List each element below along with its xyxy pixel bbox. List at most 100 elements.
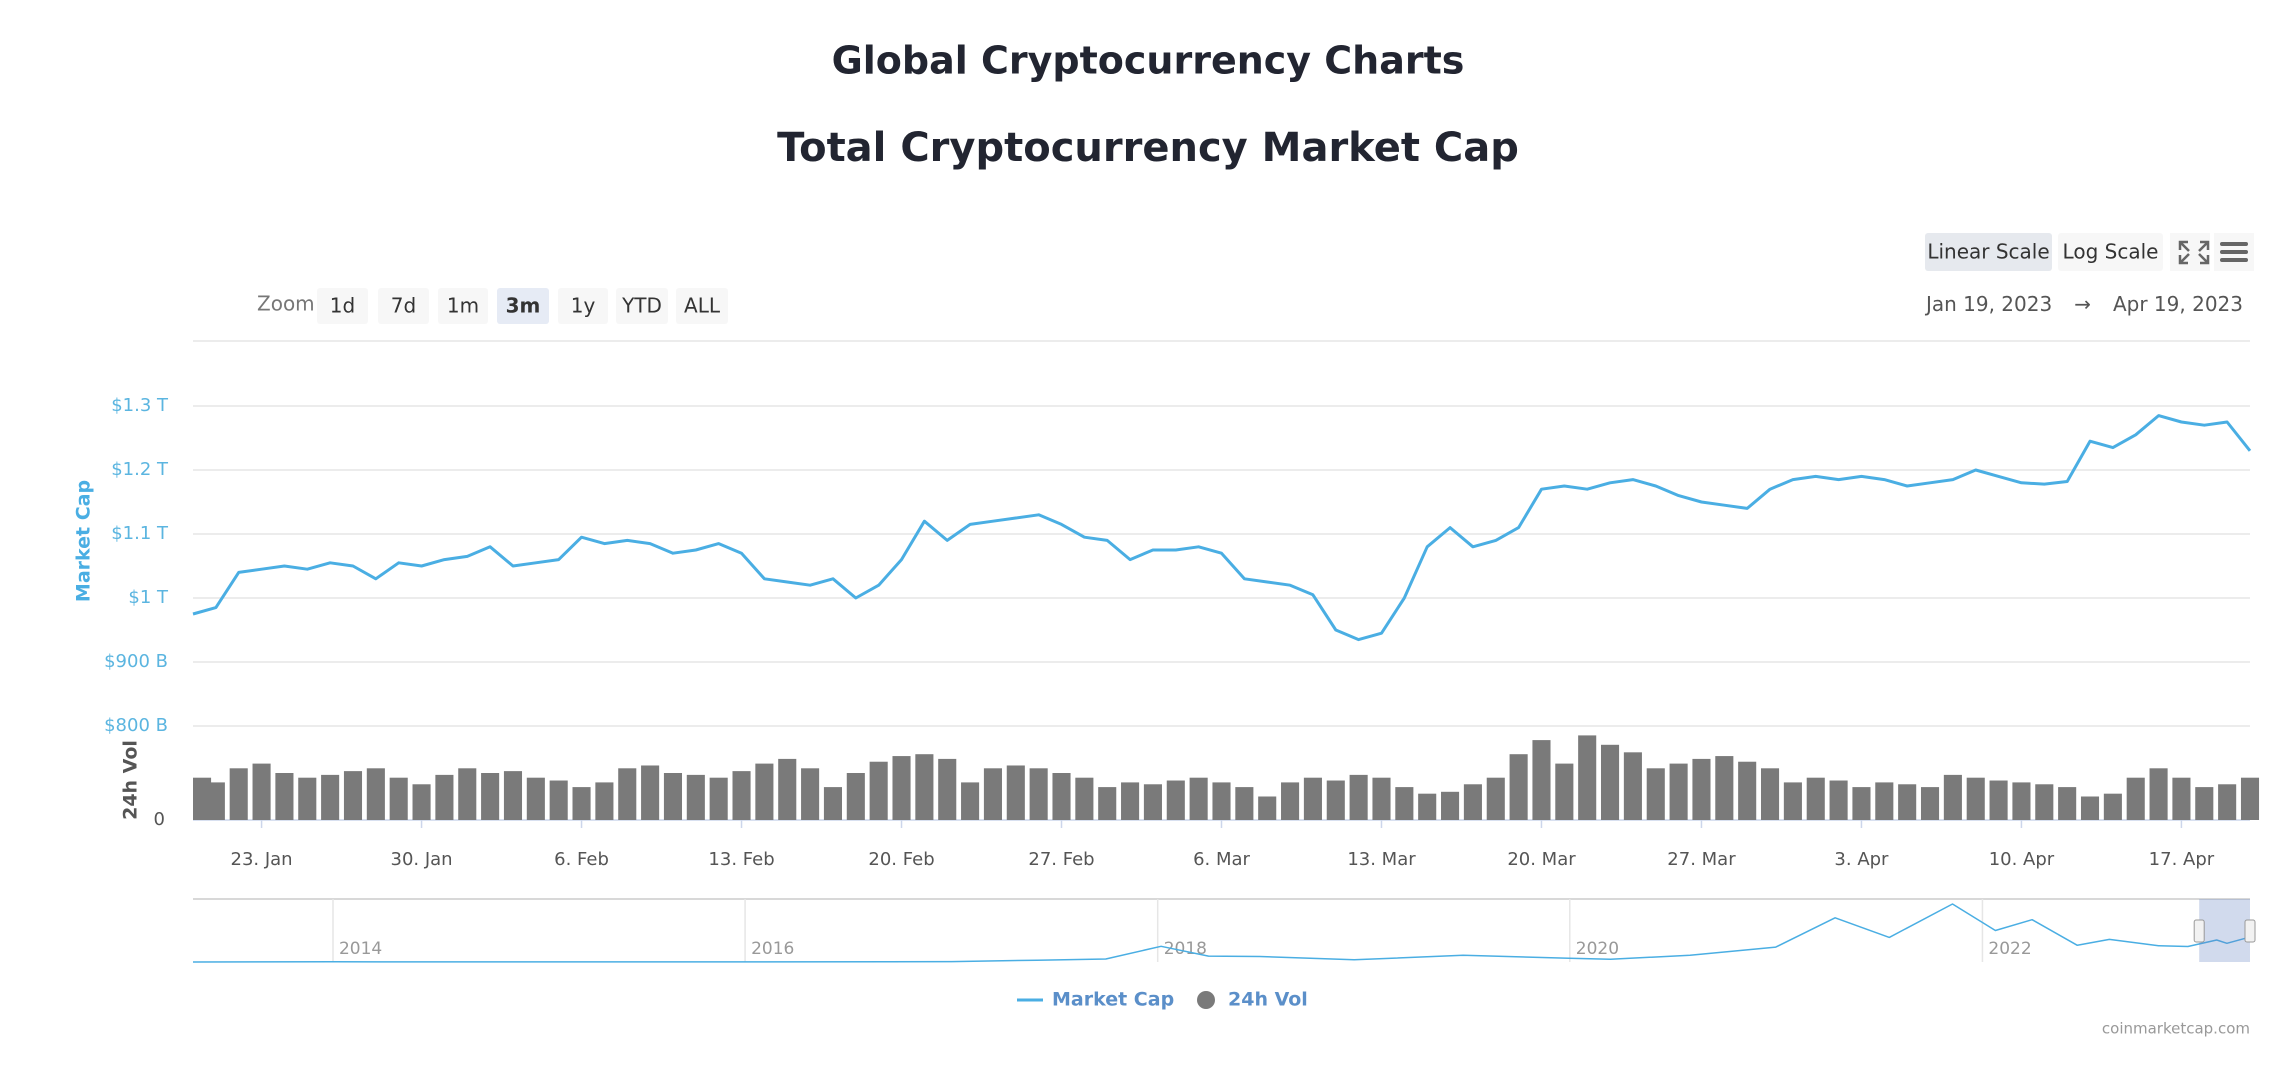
volume-bar [1555,763,1574,820]
volume-bar [618,768,637,820]
navigator-tick-label: 2014 [339,939,382,959]
volume-bar [1806,777,1825,820]
y-tick-label: $800 B [104,715,168,736]
volume-bar [938,758,957,820]
legend-label[interactable]: 24h Vol [1228,989,1308,1011]
page-title: Global Cryptocurrency Charts [832,39,1465,83]
volume-bar [2126,777,2145,820]
zoom-button[interactable] [317,288,368,324]
x-tick-label: 10. Apr [1989,849,2055,870]
volume-bar [846,773,865,820]
x-tick-label: 20. Mar [1507,849,1576,870]
zoom-button-label[interactable]: 1d [330,294,355,318]
volume-bar [1349,774,1368,820]
volume-bar [1258,796,1277,820]
volume-bar [1692,758,1711,820]
y-tick-label: $1.3 T [111,395,169,416]
volume-bar [641,765,660,820]
volume-bar [1669,763,1688,820]
y-tick-label: $900 B [104,651,168,672]
volume-bar [2195,787,2214,820]
y-tick-label: $1.2 T [111,459,169,480]
scale-button-label[interactable]: Linear Scale [1927,240,2049,264]
volume-bar [1623,752,1642,820]
navigator-tick-label: 2020 [1576,939,1619,959]
zoom-button-label[interactable]: 3m [506,294,541,318]
volume-bar [663,773,683,820]
volume-bar [892,756,911,820]
volume-bar [755,763,774,820]
zoom-button[interactable] [497,288,549,324]
volume-bar [1509,754,1528,820]
volume-bar [1601,744,1620,820]
y-tick-label: $1 T [128,587,169,608]
navigator-tick-label: 2018 [1164,939,1207,959]
volume-bar [983,768,1002,820]
date-arrow: → [2074,292,2091,316]
volume-bar [1212,782,1231,820]
volume-bar [1852,787,1871,820]
volume-bar [1486,777,1505,820]
zoom-button[interactable] [438,288,488,324]
navigator-tick-label: 2016 [751,939,794,959]
scale-button[interactable] [1925,233,2052,271]
volume-bar [1006,765,1025,820]
volume-bar [961,782,980,820]
zoom-button-label[interactable]: 1m [447,294,479,318]
date-range: Jan 19, 2023 → Apr 19, 2023 [1924,292,2243,316]
x-tick-label: 3. Apr [1834,849,1889,870]
volume-bar [801,768,820,820]
navigator-handle[interactable] [2193,919,2205,943]
volume-bar [1532,740,1551,820]
zoom-button[interactable] [676,288,728,324]
volume-bar [2172,777,2191,820]
fullscreen-icon[interactable] [2170,233,2210,271]
volume-bar [1875,782,1894,820]
volume-bar [526,777,545,820]
y-axis-label: Market Cap [73,480,95,602]
volume-bar [1418,793,1437,820]
zoom-button-label[interactable]: YTD [621,294,662,318]
y2-tick-label: 0 [154,809,165,830]
y2-axis-label: 24h Vol [120,740,142,820]
volume-bar [2058,787,2077,820]
x-tick-label: 27. Mar [1667,849,1736,870]
volume-bar [1235,787,1254,820]
zoom-button-label[interactable]: ALL [684,294,721,318]
x-tick-label: 27. Feb [1028,849,1094,870]
zoom-button[interactable] [378,288,429,324]
volume-bar [1463,784,1482,820]
x-tick-label: 13. Feb [708,849,774,870]
volume-bar [2012,782,2031,820]
scale-button-label[interactable]: Log Scale [2063,240,2159,264]
zoom-button[interactable] [616,288,668,324]
volume-bar [229,768,248,820]
volume-bar [2035,784,2054,820]
zoom-label: Zoom [257,292,315,316]
navigator-selection[interactable] [2199,899,2250,962]
menu-icon[interactable] [2214,233,2254,271]
x-tick-label: 17. Apr [2149,849,2215,870]
volume-bar [193,777,212,820]
volume-bar [1715,756,1734,820]
volume-bar [1738,761,1757,820]
zoom-button-label[interactable]: 1y [571,294,596,318]
volume-bar [1075,777,1094,820]
chart-title: Total Cryptocurrency Market Cap [777,125,1519,171]
navigator-handle[interactable] [2244,919,2256,943]
volume-bar [1326,780,1345,820]
volume-bar [1143,784,1162,820]
volume-bar [2149,768,2168,820]
volume-bar [252,763,271,820]
market-cap-line [192,903,2250,963]
volume-bar [1829,780,1848,820]
legend-label[interactable]: Market Cap [1052,989,1174,1011]
volume-bar [458,768,477,820]
zoom-button-label[interactable]: 7d [391,294,416,318]
zoom-button[interactable] [558,288,608,324]
volume-bar [503,771,523,820]
volume-bar [435,774,454,820]
volume-bar [343,771,363,820]
scale-button[interactable] [2058,233,2163,271]
